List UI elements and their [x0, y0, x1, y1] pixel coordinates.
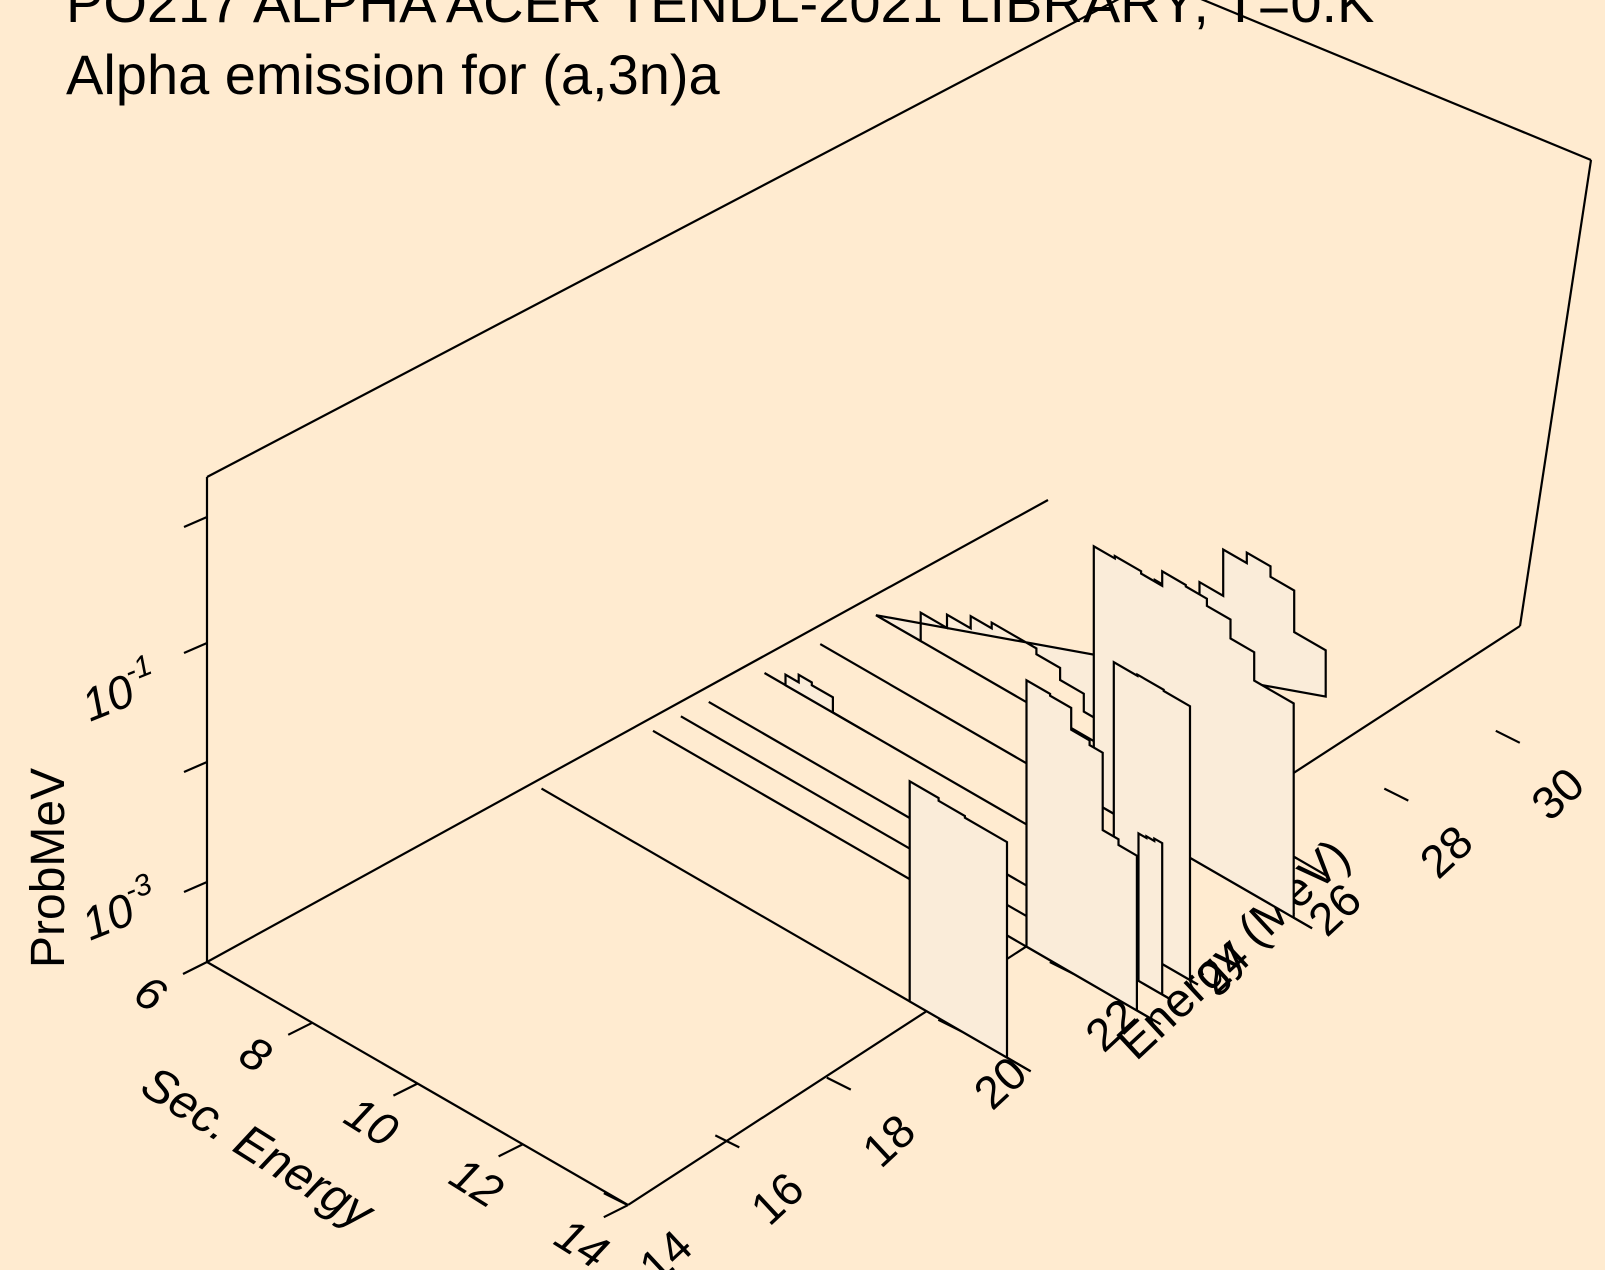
- back-wall-far-edge: [1200, 0, 1592, 162]
- y-tick-label-20: 20: [964, 1046, 1037, 1119]
- y-tick-30: [1495, 729, 1521, 744]
- curtain-20: [908, 779, 1032, 1073]
- y-tick-18: [826, 1076, 852, 1091]
- curtain-24: [784, 672, 871, 735]
- z-tick-label-1e-3: 10-3: [72, 867, 166, 950]
- x-tick-8: [287, 1021, 313, 1036]
- x-tick-label-8: 8: [231, 1025, 281, 1083]
- energy-axis-back: [206, 499, 1049, 963]
- z-tick-label-1e-1: 10-1: [72, 648, 166, 731]
- y-tick-28: [1383, 787, 1409, 802]
- z-ticks: [183, 515, 208, 894]
- histogram-series: [540, 544, 1327, 1073]
- chart-subtitle: Alpha emission for (a,3n)a: [66, 43, 721, 106]
- x-tick-14: [603, 1204, 629, 1219]
- y-tick-label-30: 30: [1521, 757, 1594, 830]
- x-tick-6: [182, 961, 208, 975]
- axes-frame: [205, 0, 1593, 1206]
- right-wall-edge: [1518, 159, 1593, 627]
- z-tick-major-4: [183, 515, 208, 529]
- y-tick-14: [603, 1192, 629, 1207]
- y-tick-label-14: 14: [629, 1220, 702, 1270]
- curtain-22.5: [1137, 831, 1171, 1001]
- curtain-22: [1025, 678, 1162, 1026]
- y-tick-label-28: 28: [1410, 815, 1483, 888]
- chart-title: PO217 ALPHA ACER TENDL-2021 LIBRARY; T=0…: [66, 0, 1374, 34]
- sec-energy-axis: [206, 961, 629, 1206]
- x-axis-label: Sec. Energy: [132, 1056, 384, 1241]
- x-tick-label-12: 12: [441, 1147, 512, 1218]
- y-tick-16: [714, 1134, 740, 1149]
- y-tick-label-16: 16: [741, 1162, 814, 1235]
- x-tick-12: [498, 1143, 524, 1158]
- z-tick-major-2: [183, 760, 208, 774]
- y-tick-label-18: 18: [852, 1104, 925, 1177]
- back-wall-top-edge: [206, 0, 1120, 478]
- x-tick-10: [392, 1082, 418, 1097]
- z-tick-major-1: [183, 880, 208, 894]
- z-tick-major-3: [183, 641, 208, 655]
- x-tick-label-10: 10: [336, 1086, 407, 1157]
- z-axis-label: ProbMeV: [22, 768, 75, 968]
- x-tick-label-6: 6: [126, 964, 176, 1022]
- x-tick-label-14: 14: [547, 1208, 618, 1270]
